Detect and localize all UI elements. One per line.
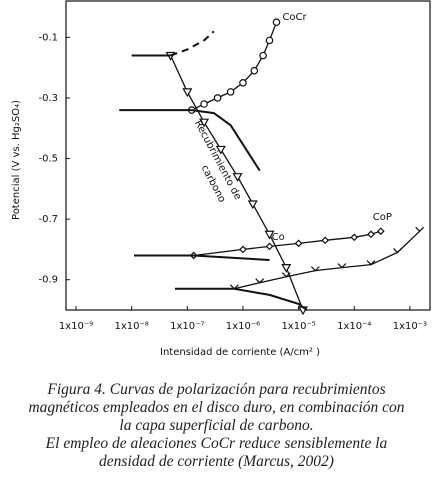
y-tick-label: -0.9 bbox=[38, 275, 58, 286]
series-label: CoCr bbox=[282, 12, 307, 23]
marker bbox=[321, 236, 329, 245]
marker bbox=[239, 78, 247, 87]
marker bbox=[366, 260, 376, 266]
marker bbox=[264, 230, 275, 240]
marker bbox=[393, 248, 402, 254]
x-tick-label: 1x10⁻⁵ bbox=[281, 321, 315, 332]
y-tick-label: -0.7 bbox=[38, 214, 58, 225]
caption-line: magnéticos empleados en el disco duro, e… bbox=[28, 399, 405, 416]
series-line bbox=[193, 230, 381, 257]
series-label: Co bbox=[272, 232, 285, 243]
marker bbox=[272, 18, 281, 27]
caption-line: El empleo de aleaciones CoCr reduce sens… bbox=[45, 435, 388, 452]
marker bbox=[415, 226, 425, 233]
marker bbox=[281, 263, 292, 273]
marker bbox=[259, 51, 267, 60]
caption-line: densidad de corriente (Marcus, 2002) bbox=[99, 453, 334, 470]
marker bbox=[239, 245, 247, 254]
marker bbox=[247, 200, 258, 210]
series-line bbox=[234, 230, 421, 290]
series-line bbox=[191, 21, 278, 111]
marker bbox=[367, 230, 375, 239]
marker bbox=[213, 94, 222, 102]
caption-line: Figura 4. Curvas de polarización para re… bbox=[47, 381, 386, 398]
y-axis-label: Potencial (V vs. Hg₂SO₄) bbox=[11, 100, 22, 220]
marker bbox=[226, 88, 235, 96]
series-line bbox=[191, 109, 261, 172]
marker bbox=[265, 242, 274, 251]
y-tick-label: -0.3 bbox=[38, 93, 58, 104]
x-tick-label: 1x10⁻⁸ bbox=[115, 321, 149, 332]
series-label: CoP bbox=[373, 212, 392, 223]
x-tick-label: 1x10⁻⁷ bbox=[170, 321, 204, 332]
marker bbox=[350, 233, 359, 242]
x-tick-label: 1x10⁻⁶ bbox=[226, 321, 260, 332]
caption-line: la capa superficial de carbono. bbox=[119, 417, 314, 434]
marker bbox=[255, 278, 265, 284]
marker bbox=[310, 266, 320, 272]
marker bbox=[199, 118, 210, 128]
y-tick-label: -0.5 bbox=[38, 154, 58, 165]
marker bbox=[182, 88, 193, 98]
marker bbox=[265, 36, 274, 45]
marker bbox=[281, 272, 291, 278]
marker bbox=[232, 173, 243, 182]
series-line bbox=[234, 287, 308, 311]
marker bbox=[337, 263, 347, 269]
series-line bbox=[170, 30, 215, 57]
caption: Figura 4. Curvas de polarización para re… bbox=[0, 381, 433, 471]
marker bbox=[250, 66, 259, 75]
marker bbox=[376, 227, 385, 236]
plot-frame bbox=[65, 0, 431, 311]
x-tick-label: 1x10⁻⁹ bbox=[59, 321, 93, 332]
marker bbox=[215, 145, 226, 155]
marker bbox=[294, 239, 303, 248]
chart: Intensidad de corriente (A/cm² ) Potenci… bbox=[11, 0, 431, 358]
x-tick-label: 1x10⁻³ bbox=[393, 321, 427, 332]
marker bbox=[200, 100, 208, 108]
x-axis-label: Intensidad de corriente (A/cm² ) bbox=[160, 347, 320, 358]
series-line bbox=[193, 254, 270, 261]
y-tick-label: -0.1 bbox=[38, 32, 58, 43]
x-tick-label: 1x10⁻⁴ bbox=[337, 321, 371, 332]
